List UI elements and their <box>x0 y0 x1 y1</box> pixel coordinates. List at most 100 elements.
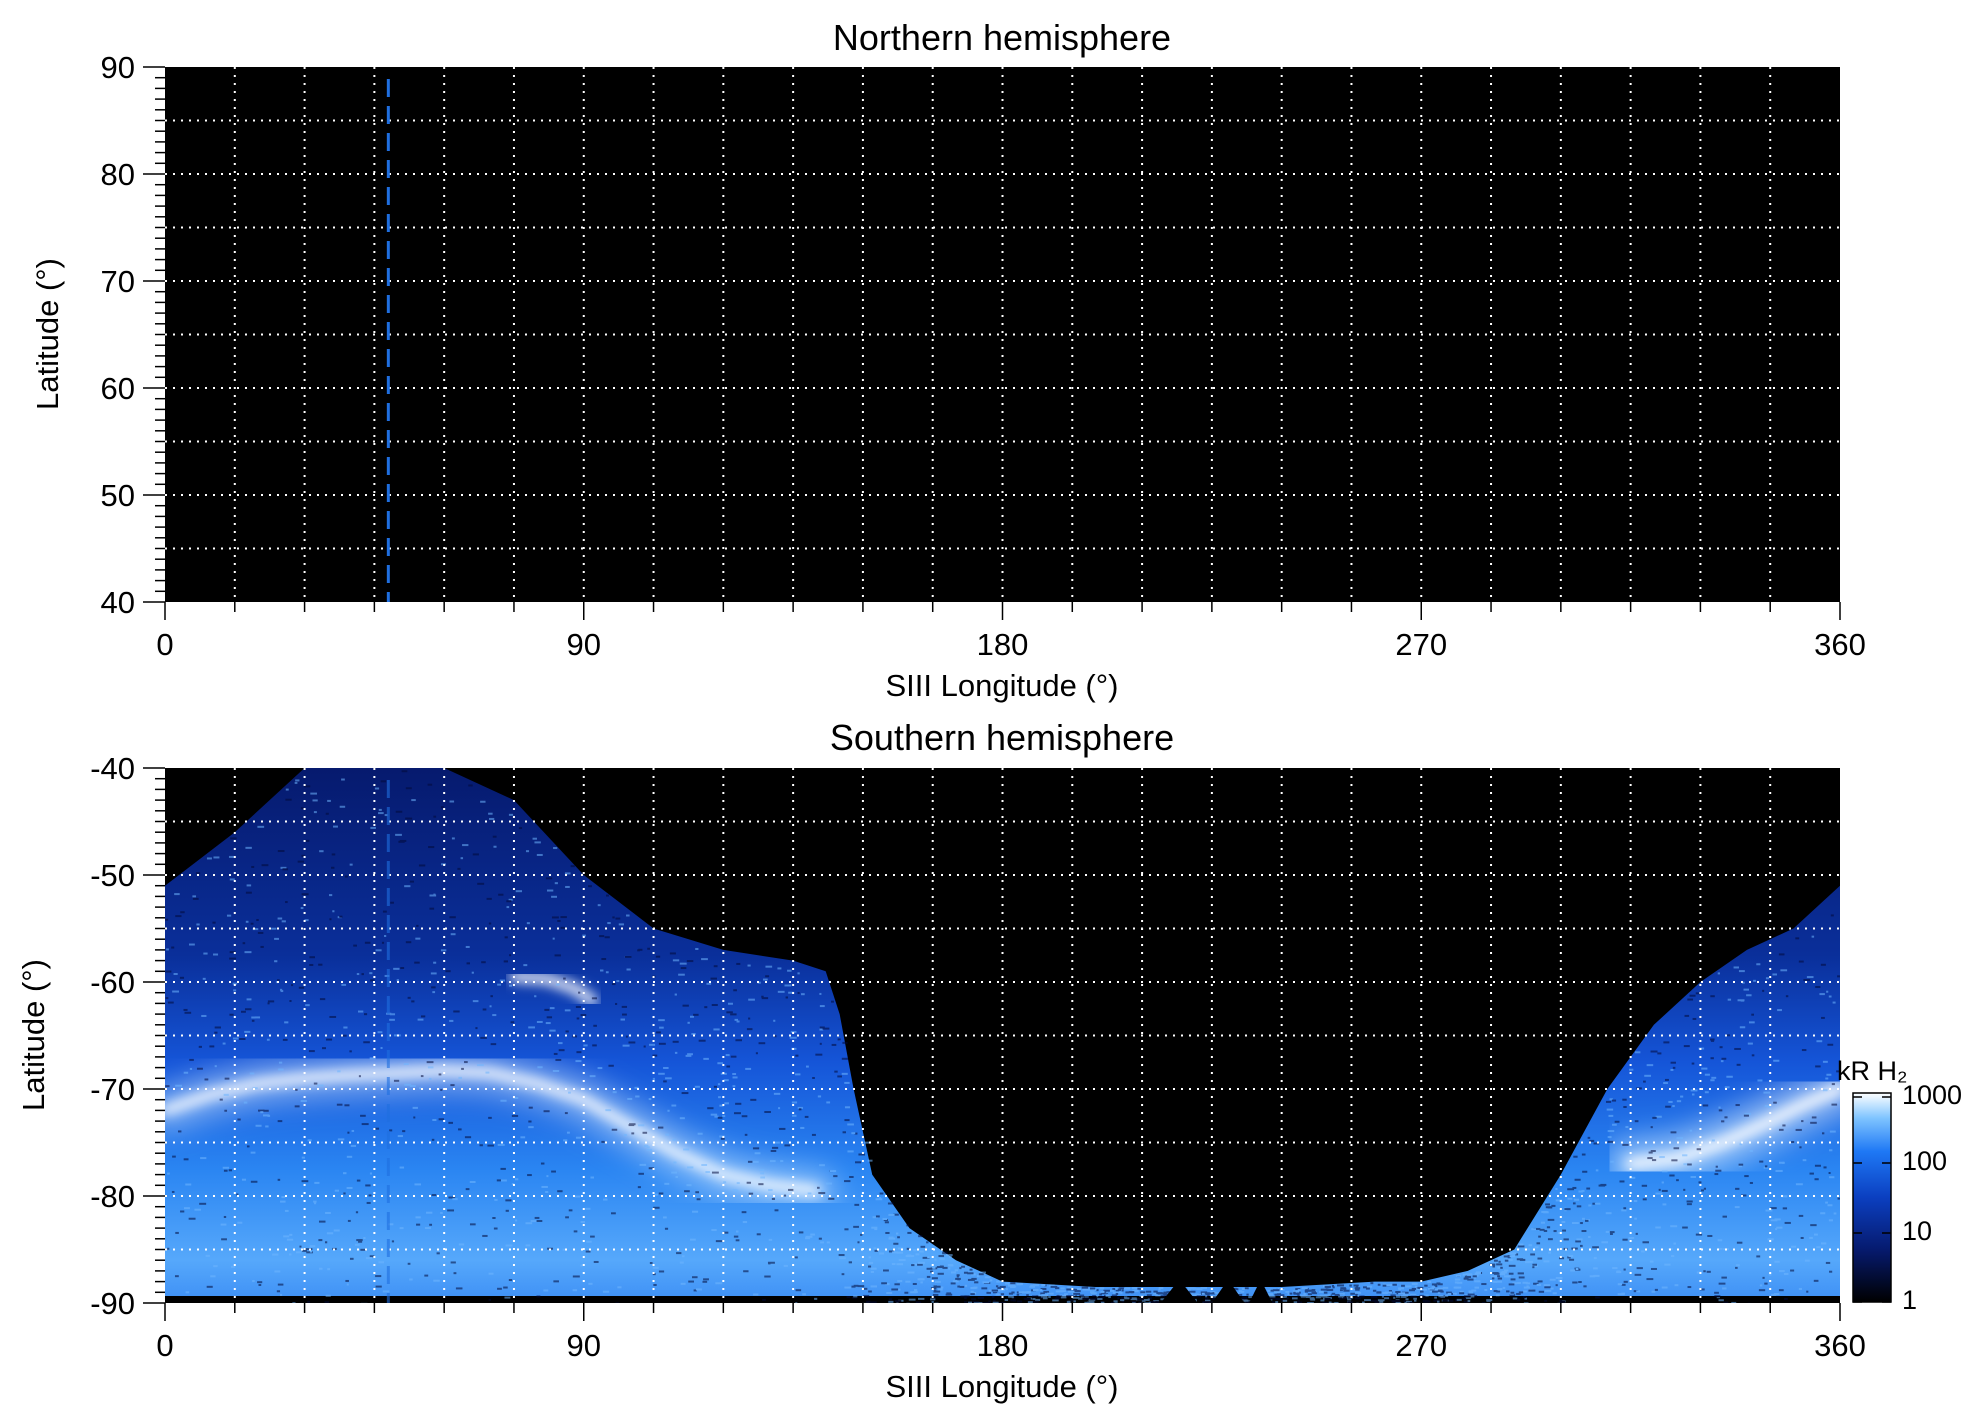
south-speckle <box>545 877 553 880</box>
south-speckle <box>1643 1080 1646 1083</box>
south-speckle <box>1655 1115 1662 1118</box>
south-speckle <box>852 1296 857 1299</box>
south-speckle <box>605 1109 612 1112</box>
south-speckle <box>1551 1204 1556 1207</box>
south-speckle <box>1103 1289 1110 1292</box>
south-speckle <box>453 1272 457 1275</box>
south-speckle <box>560 916 567 919</box>
south-speckle <box>844 1286 852 1289</box>
south-speckle <box>576 1051 582 1054</box>
south-speckle <box>1423 1294 1429 1297</box>
south-speckle <box>622 1013 627 1016</box>
south-speckle <box>1610 1160 1614 1163</box>
south-speckle <box>818 1192 826 1195</box>
south-speckle <box>1690 1089 1698 1092</box>
south-speckle <box>183 1158 189 1161</box>
south-x-tick-label: 90 <box>567 1328 601 1363</box>
south-speckle <box>607 922 611 925</box>
colorbar-tick-label: 1 <box>1902 1285 1917 1315</box>
south-speckle <box>1248 1296 1253 1299</box>
south-speckle <box>1802 1159 1807 1162</box>
south-speckle <box>1704 1091 1709 1094</box>
south-speckle <box>343 1172 347 1175</box>
colorbar-tick-label: 100 <box>1902 1146 1947 1176</box>
south-speckle <box>1580 1244 1583 1247</box>
south-speckle <box>671 1104 677 1107</box>
south-y-tick-label: -90 <box>90 1286 135 1321</box>
south-speckle <box>1496 1280 1503 1283</box>
south-speckle <box>198 1045 202 1048</box>
south-speckle <box>355 1211 359 1214</box>
south-speckle <box>838 1254 845 1257</box>
south-speckle <box>1659 1156 1665 1159</box>
south-speckle <box>429 907 435 910</box>
south-speckle <box>649 1262 653 1265</box>
south-speckle <box>277 1178 281 1181</box>
south-speckle <box>1759 1160 1764 1163</box>
south-speckle <box>1370 1282 1374 1285</box>
south-speckle <box>1295 1288 1301 1291</box>
south-speckle <box>1650 1050 1658 1053</box>
south-speckle <box>1062 1295 1068 1298</box>
south-speckle <box>1337 1284 1345 1287</box>
south-speckle <box>565 1216 569 1219</box>
south-speckle <box>679 1261 684 1264</box>
south-speckle <box>1829 1176 1835 1179</box>
south-speckle <box>656 1302 662 1303</box>
south-speckle <box>800 1126 805 1129</box>
south-speckle <box>1837 975 1840 978</box>
south-speckle <box>1266 1293 1274 1296</box>
south-speckle <box>511 1182 515 1185</box>
south-speckle <box>210 1275 216 1278</box>
south-speckle <box>543 1110 550 1113</box>
south-speckle <box>274 937 279 940</box>
south-speckle <box>1607 1140 1614 1143</box>
south-speckle <box>855 1161 862 1164</box>
south-speckle <box>1147 1298 1150 1301</box>
south-speckle <box>562 1248 567 1251</box>
south-speckle <box>1622 1238 1628 1241</box>
south-speckle <box>1720 1060 1724 1063</box>
south-speckle <box>1498 1260 1501 1263</box>
south-speckle <box>1442 1299 1448 1302</box>
south-speckle <box>1759 1284 1763 1287</box>
south-speckle <box>1578 1190 1584 1193</box>
south-speckle <box>1377 1299 1385 1302</box>
south-speckle <box>318 963 323 966</box>
south-speckle <box>993 1299 996 1302</box>
south-speckle <box>907 1231 912 1234</box>
south-speckle <box>583 1044 588 1047</box>
south-speckle <box>1718 1109 1723 1112</box>
south-speckle <box>1635 1232 1638 1235</box>
south-y-tick-label: -50 <box>90 858 135 893</box>
south-speckle <box>1702 1104 1709 1107</box>
south-speckle <box>961 1265 966 1268</box>
south-speckle <box>1827 1204 1833 1207</box>
south-speckle <box>1623 1280 1628 1283</box>
south-speckle <box>851 1285 856 1288</box>
south-speckle <box>732 1073 737 1076</box>
south-speckle <box>440 949 447 952</box>
south-speckle <box>252 1280 255 1283</box>
south-speckle <box>689 1015 694 1018</box>
south-speckle <box>384 814 388 817</box>
south-speckle <box>1017 1300 1023 1303</box>
south-speckle <box>399 1227 404 1230</box>
south-speckle <box>303 839 310 842</box>
south-speckle <box>1372 1289 1377 1292</box>
south-speckle <box>1525 1282 1530 1285</box>
south-speckle <box>1041 1284 1046 1287</box>
south-speckle <box>326 1038 333 1041</box>
south-speckle <box>875 1198 883 1201</box>
south-speckle <box>1500 1266 1503 1269</box>
south-speckle <box>1388 1290 1392 1293</box>
south-speckle <box>301 854 305 857</box>
south-speckle <box>353 944 357 947</box>
south-speckle <box>1465 1297 1472 1300</box>
south-speckle <box>828 1197 835 1200</box>
south-speckle <box>1398 1287 1405 1290</box>
south-speckle <box>1112 1291 1116 1294</box>
south-speckle <box>1747 1042 1753 1045</box>
south-speckle <box>1340 1287 1346 1290</box>
south-speckle <box>1562 1229 1567 1232</box>
